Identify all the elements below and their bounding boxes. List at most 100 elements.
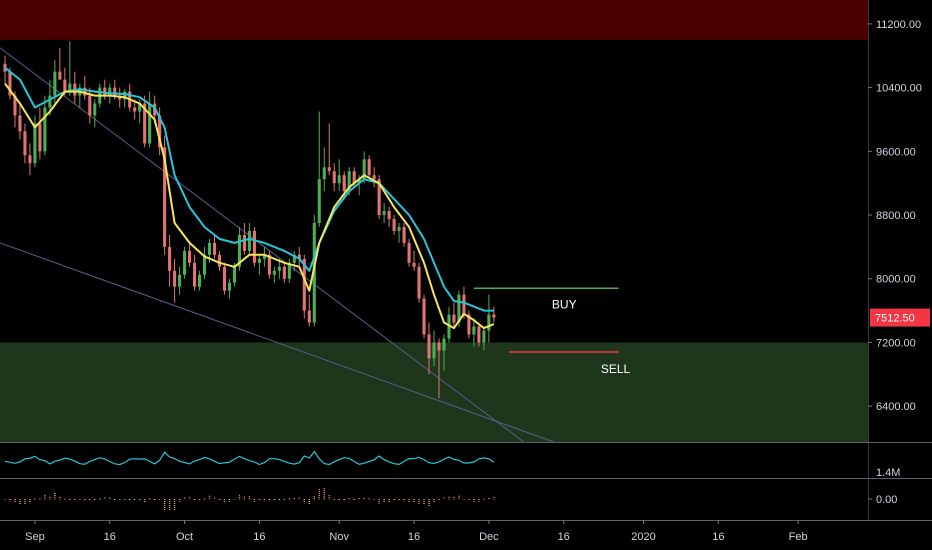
candle-body[interactable] xyxy=(347,171,351,192)
candle-body[interactable] xyxy=(68,83,72,92)
candle-body[interactable] xyxy=(477,326,481,343)
candle-body[interactable] xyxy=(462,294,466,315)
candle-body[interactable] xyxy=(457,294,461,323)
candle-body[interactable] xyxy=(202,254,207,275)
candle-body[interactable] xyxy=(402,226,406,243)
candle-body[interactable] xyxy=(392,219,396,231)
candle-body[interactable] xyxy=(332,171,336,184)
candle-body[interactable] xyxy=(362,159,366,180)
candle-body[interactable] xyxy=(197,274,202,287)
candle-body[interactable] xyxy=(158,115,162,148)
candle-body[interactable] xyxy=(297,254,301,259)
candle-body[interactable] xyxy=(232,266,237,283)
candle-body[interactable] xyxy=(83,87,87,96)
candle-body[interactable] xyxy=(432,342,436,359)
candle-body[interactable] xyxy=(138,103,142,112)
candle-body[interactable] xyxy=(13,95,17,116)
candle-body[interactable] xyxy=(272,270,276,275)
candle-body[interactable] xyxy=(452,314,456,323)
candle-body[interactable] xyxy=(108,87,112,96)
candle-body[interactable] xyxy=(58,71,62,80)
candle-body[interactable] xyxy=(322,167,326,180)
ema-slow-line[interactable] xyxy=(4,66,494,312)
candle-body[interactable] xyxy=(482,330,486,343)
candle-body[interactable] xyxy=(23,131,27,156)
candle-body[interactable] xyxy=(277,266,281,271)
candle-body[interactable] xyxy=(407,242,411,263)
candle-body[interactable] xyxy=(217,254,222,267)
candle-body[interactable] xyxy=(168,246,172,271)
candle-body[interactable] xyxy=(442,338,446,351)
candle-body[interactable] xyxy=(312,222,316,323)
candle-body[interactable] xyxy=(178,274,182,287)
candle-body[interactable] xyxy=(237,234,241,267)
candle-body[interactable] xyxy=(437,342,441,351)
candle-body[interactable] xyxy=(287,262,291,279)
candle-body[interactable] xyxy=(422,298,426,335)
candle-body[interactable] xyxy=(113,87,117,96)
candle-body[interactable] xyxy=(123,91,127,100)
candle-body[interactable] xyxy=(188,250,192,263)
candle-body[interactable] xyxy=(43,107,47,152)
candle-body[interactable] xyxy=(183,250,187,275)
candle-body[interactable] xyxy=(28,155,32,164)
price-tick-label: 10400.00 xyxy=(876,83,922,95)
candle-body[interactable] xyxy=(372,175,376,180)
candle-body[interactable] xyxy=(292,254,296,263)
candle-body[interactable] xyxy=(467,314,471,335)
candle-body[interactable] xyxy=(8,71,12,96)
candle-body[interactable] xyxy=(327,167,331,172)
candle-body[interactable] xyxy=(148,103,152,144)
candle-body[interactable] xyxy=(3,63,7,72)
candle-body[interactable] xyxy=(267,254,271,275)
candle-body[interactable] xyxy=(387,211,391,220)
candle-body[interactable] xyxy=(207,242,212,255)
candle-body[interactable] xyxy=(262,254,266,259)
candle-body[interactable] xyxy=(247,230,251,251)
candle-body[interactable] xyxy=(257,258,261,263)
candle-body[interactable] xyxy=(93,103,97,116)
candle-body[interactable] xyxy=(382,211,386,216)
candle-body[interactable] xyxy=(242,234,246,251)
candle-body[interactable] xyxy=(143,103,147,144)
candle-body[interactable] xyxy=(133,107,137,112)
candle-body[interactable] xyxy=(282,266,286,279)
lower-trendline[interactable] xyxy=(0,242,554,442)
candle-body[interactable] xyxy=(163,147,167,247)
candle-body[interactable] xyxy=(103,87,107,96)
candle-body[interactable] xyxy=(342,175,346,192)
candle-body[interactable] xyxy=(193,262,197,287)
volume-indicator-line[interactable] xyxy=(4,450,495,466)
candle-body[interactable] xyxy=(53,71,57,96)
candle-body[interactable] xyxy=(447,314,451,339)
candle-body[interactable] xyxy=(33,123,37,164)
candle-body[interactable] xyxy=(417,266,421,299)
candle-body[interactable] xyxy=(357,179,361,184)
candle-body[interactable] xyxy=(307,310,311,323)
candle-body[interactable] xyxy=(377,179,381,216)
candle-body[interactable] xyxy=(18,115,22,132)
candle-body[interactable] xyxy=(222,266,227,291)
candle-body[interactable] xyxy=(492,314,496,318)
candle-body[interactable] xyxy=(472,326,476,335)
candle-body[interactable] xyxy=(88,95,92,116)
candle-body[interactable] xyxy=(487,314,491,331)
candle-body[interactable] xyxy=(212,242,217,255)
candle-body[interactable] xyxy=(337,175,341,184)
candle-body[interactable] xyxy=(252,230,256,263)
ema-fast-line[interactable] xyxy=(4,82,495,330)
candle-body[interactable] xyxy=(48,95,52,108)
candle-body[interactable] xyxy=(367,159,371,176)
candle-body[interactable] xyxy=(63,79,67,92)
candle-body[interactable] xyxy=(427,334,431,359)
upper-trendline[interactable] xyxy=(0,47,525,442)
candle-body[interactable] xyxy=(227,282,232,291)
candle-body[interactable] xyxy=(397,226,401,231)
candle-body[interactable] xyxy=(352,171,356,184)
candle-body[interactable] xyxy=(302,258,306,311)
candle-body[interactable] xyxy=(38,123,42,152)
candle-body[interactable] xyxy=(412,262,416,267)
candle-body[interactable] xyxy=(173,270,177,287)
candle-body[interactable] xyxy=(317,179,321,223)
